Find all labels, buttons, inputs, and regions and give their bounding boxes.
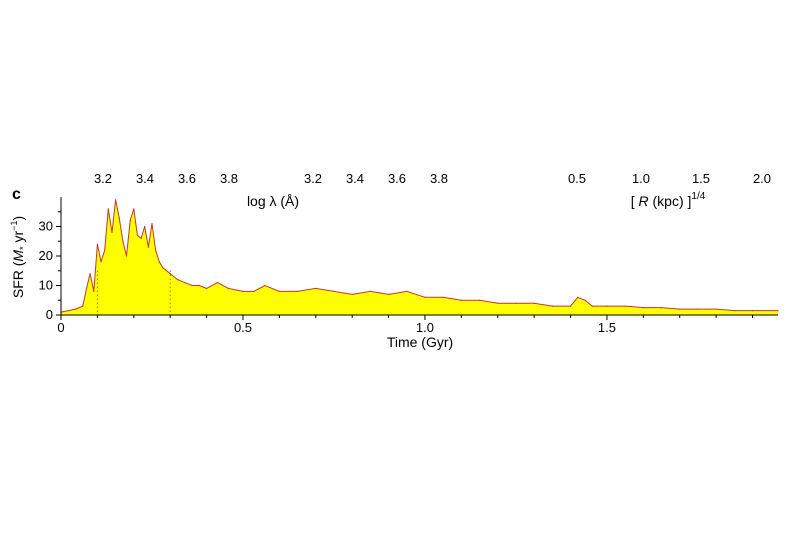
sfr-point: [176, 279, 179, 281]
sfr-point: [569, 305, 572, 307]
sfr-point: [198, 284, 200, 287]
top-tick-right-3: 2.0: [753, 171, 771, 186]
top-tick-right-2: 1.5: [692, 171, 710, 186]
sfr-point: [133, 208, 135, 210]
sfr-point: [122, 240, 124, 242]
sfr-point: [777, 310, 779, 312]
sfr-point: [497, 302, 499, 304]
y-axis-title: SFR (M* yr−1): [9, 216, 28, 298]
sfr-point: [551, 305, 553, 307]
sfr-point: [751, 310, 754, 312]
sfr-point: [584, 299, 586, 301]
sfr-point: [369, 290, 371, 292]
y-tick-label: 20: [39, 248, 53, 263]
sfr-point: [100, 261, 102, 263]
sfr-point: [424, 296, 426, 298]
sfr-point: [140, 237, 142, 239]
radius-axis-label: [ R (kpc) ]1/4: [631, 191, 706, 209]
sfr-point: [155, 249, 157, 251]
sfr-point: [158, 261, 160, 263]
sfr-point: [96, 243, 98, 245]
sfr-area: [61, 199, 778, 315]
y-ticks: 0 10 20 30: [39, 211, 61, 322]
sfr-point: [93, 290, 95, 292]
sfr-point: [733, 310, 735, 312]
sfr-point: [118, 217, 120, 219]
top-tick-middle-0: 3.2: [304, 171, 322, 186]
x-tick-label: 0.5: [234, 320, 252, 335]
sfr-point: [577, 296, 579, 298]
sfr-point: [169, 273, 171, 275]
sfr-area-layer: [60, 199, 779, 315]
sfr-point: [442, 296, 444, 298]
sfr-point: [111, 231, 113, 233]
sfr-point: [125, 255, 128, 257]
sfr-point: [216, 282, 219, 284]
sfr-point: [264, 284, 266, 287]
sfr-chart: 0 0.5 1.0 1.5 0 10 20 30 Time (Gyr) SFR (M* yr…: [9, 197, 779, 350]
y-tick-label: 10: [39, 278, 53, 293]
x-axis-title: Time (Gyr): [387, 334, 453, 350]
guide-lines: [96, 270, 171, 315]
sfr-point: [144, 225, 146, 228]
sfr-point: [333, 290, 335, 292]
sfr-point: [151, 223, 153, 225]
sfr-point: [107, 208, 109, 210]
sfr-point: [515, 302, 517, 304]
sfr-point: [253, 290, 255, 292]
sfr-point: [227, 287, 229, 289]
sfr-point: [697, 308, 699, 310]
sfr-point: [147, 246, 149, 248]
sfr-point: [660, 307, 663, 309]
x-tick-label: 0: [57, 320, 64, 335]
x-tick-label: 1.5: [598, 320, 616, 335]
panel-label: c: [12, 186, 21, 203]
sfr-point: [206, 287, 208, 289]
sfr-point: [104, 249, 106, 251]
sfr-point: [85, 287, 88, 289]
top-tick-left-3: 3.8: [220, 171, 238, 186]
top-tick-right-1: 1.0: [632, 171, 650, 186]
top-strip: 3.2 3.4 3.6 3.8 3.2 3.4 3.6 3.8 0.5 1.0 …: [94, 171, 771, 209]
sfr-point: [82, 305, 84, 307]
sfr-point: [75, 308, 77, 310]
sfr-point: [184, 282, 186, 284]
sfr-point: [89, 273, 91, 275]
sfr-point: [479, 299, 481, 301]
sfr-point: [591, 305, 594, 307]
top-tick-left-0: 3.2: [94, 171, 112, 186]
sfr-point: [191, 284, 193, 287]
sfr-point: [162, 267, 164, 269]
sfr-point: [624, 305, 626, 307]
sfr-point: [278, 290, 280, 292]
sfr-point: [129, 220, 131, 222]
top-tick-middle-3: 3.8: [430, 171, 448, 186]
sfr-point: [351, 293, 353, 295]
sfr-point: [606, 305, 608, 307]
sfr-point: [315, 287, 317, 289]
sfr-point: [136, 234, 138, 236]
sfr-point: [388, 293, 390, 295]
sfr-point: [715, 308, 717, 310]
top-tick-middle-1: 3.4: [346, 171, 364, 186]
sfr-point: [115, 199, 117, 201]
y-tick-label: 30: [39, 219, 53, 234]
top-tick-middle-2: 3.6: [388, 171, 406, 186]
sfr-point: [642, 307, 644, 309]
sfr-point: [460, 299, 462, 301]
x-ticks: 0 0.5 1.0 1.5: [57, 315, 754, 335]
y-tick-label: 0: [46, 307, 53, 322]
wavelength-axis-label: log λ (Å): [247, 193, 299, 209]
sfr-point: [679, 308, 681, 310]
sfr-point: [242, 290, 244, 292]
top-tick-left-1: 3.4: [136, 171, 154, 186]
x-tick-label: 1.0: [416, 320, 434, 335]
top-tick-left-2: 3.6: [178, 171, 196, 186]
sfr-point: [406, 290, 408, 292]
sfr-point: [533, 302, 535, 304]
sfr-point: [297, 290, 299, 292]
sfr-point: [67, 310, 69, 312]
top-tick-right-0: 0.5: [568, 171, 586, 186]
